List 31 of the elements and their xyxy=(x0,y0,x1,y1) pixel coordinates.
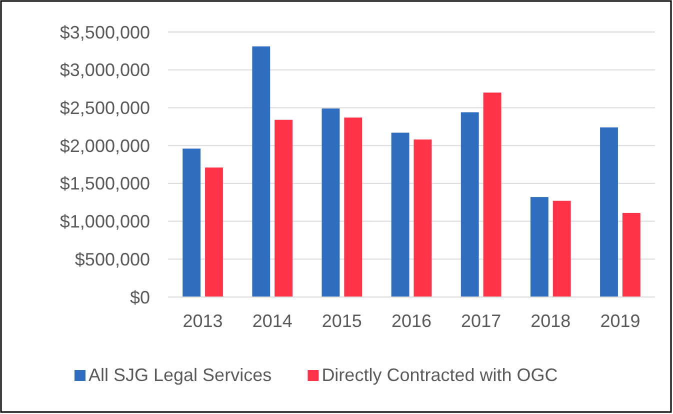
bar xyxy=(460,112,479,297)
bar xyxy=(274,120,293,297)
y-tick-label: $2,500,000 xyxy=(60,98,150,118)
y-tick-label: $3,000,000 xyxy=(60,60,150,80)
bar xyxy=(530,197,548,297)
bar xyxy=(182,148,201,297)
y-tick-label: $3,500,000 xyxy=(60,22,150,42)
y-tick-label: $2,000,000 xyxy=(60,136,150,156)
x-tick-label: 2019 xyxy=(600,311,640,331)
legend-label: All SJG Legal Services xyxy=(88,365,272,385)
bar xyxy=(552,200,571,297)
x-tick-label: 2015 xyxy=(322,311,362,331)
bar xyxy=(205,168,223,297)
bar xyxy=(322,108,340,297)
x-tick-label: 2014 xyxy=(252,311,292,331)
bar xyxy=(600,127,618,297)
bar xyxy=(252,46,270,297)
y-tick-label: $0 xyxy=(130,287,150,308)
y-tick-label: $1,500,000 xyxy=(60,174,150,194)
legend-label: Directly Contracted with OGC xyxy=(322,365,558,385)
x-tick-label: 2016 xyxy=(391,311,432,331)
bar xyxy=(483,92,502,297)
y-tick-label: $1,000,000 xyxy=(60,212,150,232)
bar xyxy=(391,132,410,297)
bar xyxy=(414,140,432,297)
x-tick-label: 2013 xyxy=(182,311,223,331)
x-tick-label: 2018 xyxy=(530,311,571,331)
y-tick-label: $500,000 xyxy=(74,249,150,270)
bar xyxy=(344,118,362,297)
x-tick-label: 2017 xyxy=(461,311,502,331)
bar xyxy=(622,212,640,297)
